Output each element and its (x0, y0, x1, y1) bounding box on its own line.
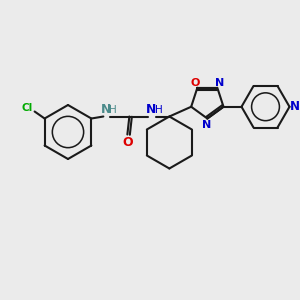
Text: H: H (155, 104, 163, 115)
Text: N: N (101, 103, 112, 116)
Text: H: H (110, 104, 117, 115)
Text: N: N (215, 78, 224, 88)
Text: N: N (202, 119, 211, 130)
Text: N: N (146, 103, 157, 116)
Text: O: O (191, 78, 200, 88)
Text: O: O (122, 136, 133, 149)
Text: N: N (290, 100, 299, 113)
Text: Cl: Cl (22, 103, 33, 112)
